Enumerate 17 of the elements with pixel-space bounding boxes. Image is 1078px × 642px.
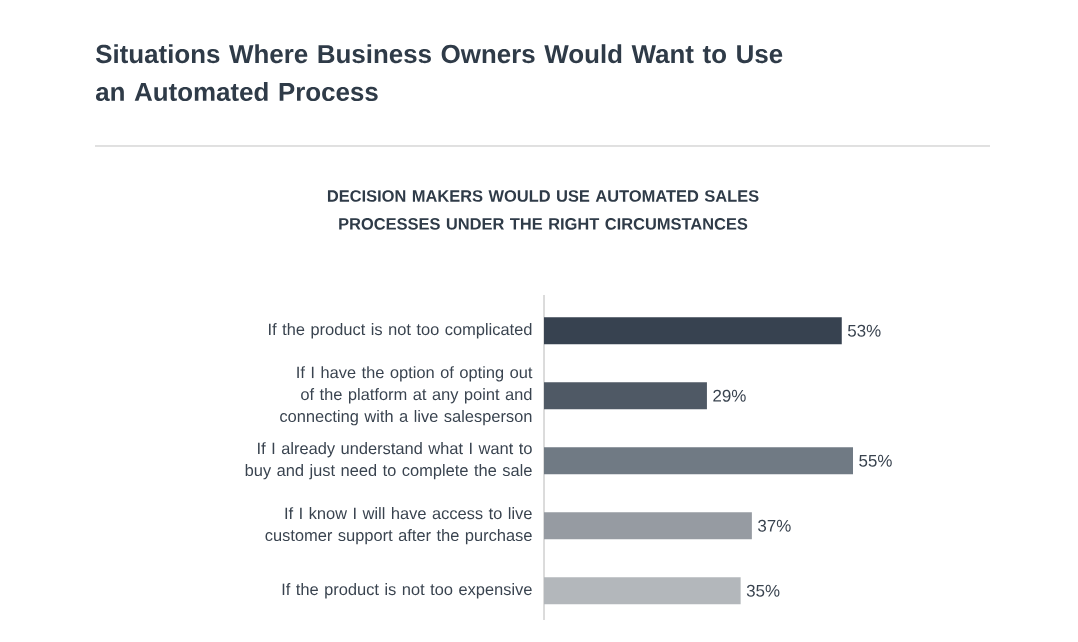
bar — [544, 512, 752, 540]
bar — [544, 577, 741, 605]
y-tick-label: If the product is not too complicated — [269, 323, 532, 339]
y-tick-label: If I already understand what I want to buy and just need to complete the sale — [245, 442, 532, 480]
bar — [544, 317, 842, 345]
bar — [544, 382, 707, 410]
bar — [544, 447, 854, 475]
data-label: 55% — [859, 454, 892, 467]
data-label: 53% — [847, 324, 881, 337]
chart-title: Situations Where Business Owners Would Want to Use an Automated Process — [95, 44, 783, 102]
data-label: 35% — [746, 584, 780, 597]
chart-subtitle: DECISION MAKERS WOULD USE AUTOMATED SALES PROCESSES UNDER THE RIGHT CIRCUMSTANCES — [327, 190, 759, 230]
data-label: 29% — [713, 389, 746, 402]
data-label: 37% — [758, 519, 791, 532]
y-tick-label: If I know I will have access to live customer support after the purchase — [265, 507, 532, 545]
y-tick-label: If the product is not too expensive — [282, 583, 532, 599]
y-tick-label: If I have the option of opting out of the platform at any point and connecting with a live salesperson — [280, 366, 533, 426]
